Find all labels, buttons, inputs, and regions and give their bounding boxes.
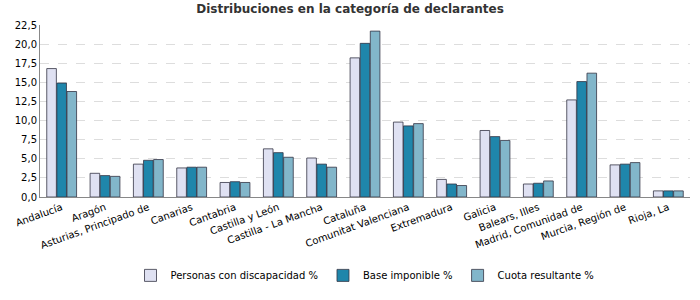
svg-text:0,0: 0,0	[21, 192, 37, 203]
svg-text:Personas con discapacidad %: Personas con discapacidad %	[171, 270, 318, 281]
svg-text:Extremadura: Extremadura	[389, 201, 454, 234]
svg-text:Comunitat Valenciana: Comunitat Valenciana	[304, 201, 411, 249]
svg-text:2,5: 2,5	[21, 172, 37, 183]
svg-text:22,5: 22,5	[15, 20, 37, 31]
svg-text:Madrid, Comunidad de: Madrid, Comunidad de	[474, 201, 584, 250]
svg-text:Rioja, La: Rioja, La	[627, 201, 671, 226]
svg-text:Murcia, Región de: Murcia, Región de	[540, 201, 628, 242]
svg-text:Distribuciones en la categoría: Distribuciones en la categoría de declar…	[196, 2, 504, 16]
svg-text:20,0: 20,0	[15, 39, 37, 50]
svg-text:Cataluña: Cataluña	[322, 201, 368, 227]
svg-text:Castilla - La Mancha: Castilla - La Mancha	[226, 201, 324, 246]
svg-text:Castilla y León: Castilla y León	[208, 201, 280, 236]
svg-text:Cantabria: Cantabria	[188, 201, 238, 228]
svg-text:Aragón: Aragón	[70, 201, 107, 224]
svg-text:Cuota resultante %: Cuota resultante %	[498, 270, 594, 281]
svg-text:15,0: 15,0	[15, 77, 37, 88]
svg-text:Base imponible %: Base imponible %	[363, 270, 453, 281]
svg-text:Galicia: Galicia	[462, 201, 498, 223]
svg-text:Canarias: Canarias	[149, 201, 194, 226]
svg-text:12,5: 12,5	[15, 96, 37, 107]
svg-text:Balears, Illes: Balears, Illes	[477, 201, 541, 233]
svg-text:5,0: 5,0	[21, 153, 37, 164]
svg-text:7,5: 7,5	[21, 134, 37, 145]
svg-text:17,5: 17,5	[15, 58, 37, 69]
svg-text:Andalucía: Andalucía	[14, 201, 64, 228]
svg-text:Asturias, Principado de: Asturias, Principado de	[39, 201, 151, 251]
svg-text:10,0: 10,0	[15, 115, 37, 126]
